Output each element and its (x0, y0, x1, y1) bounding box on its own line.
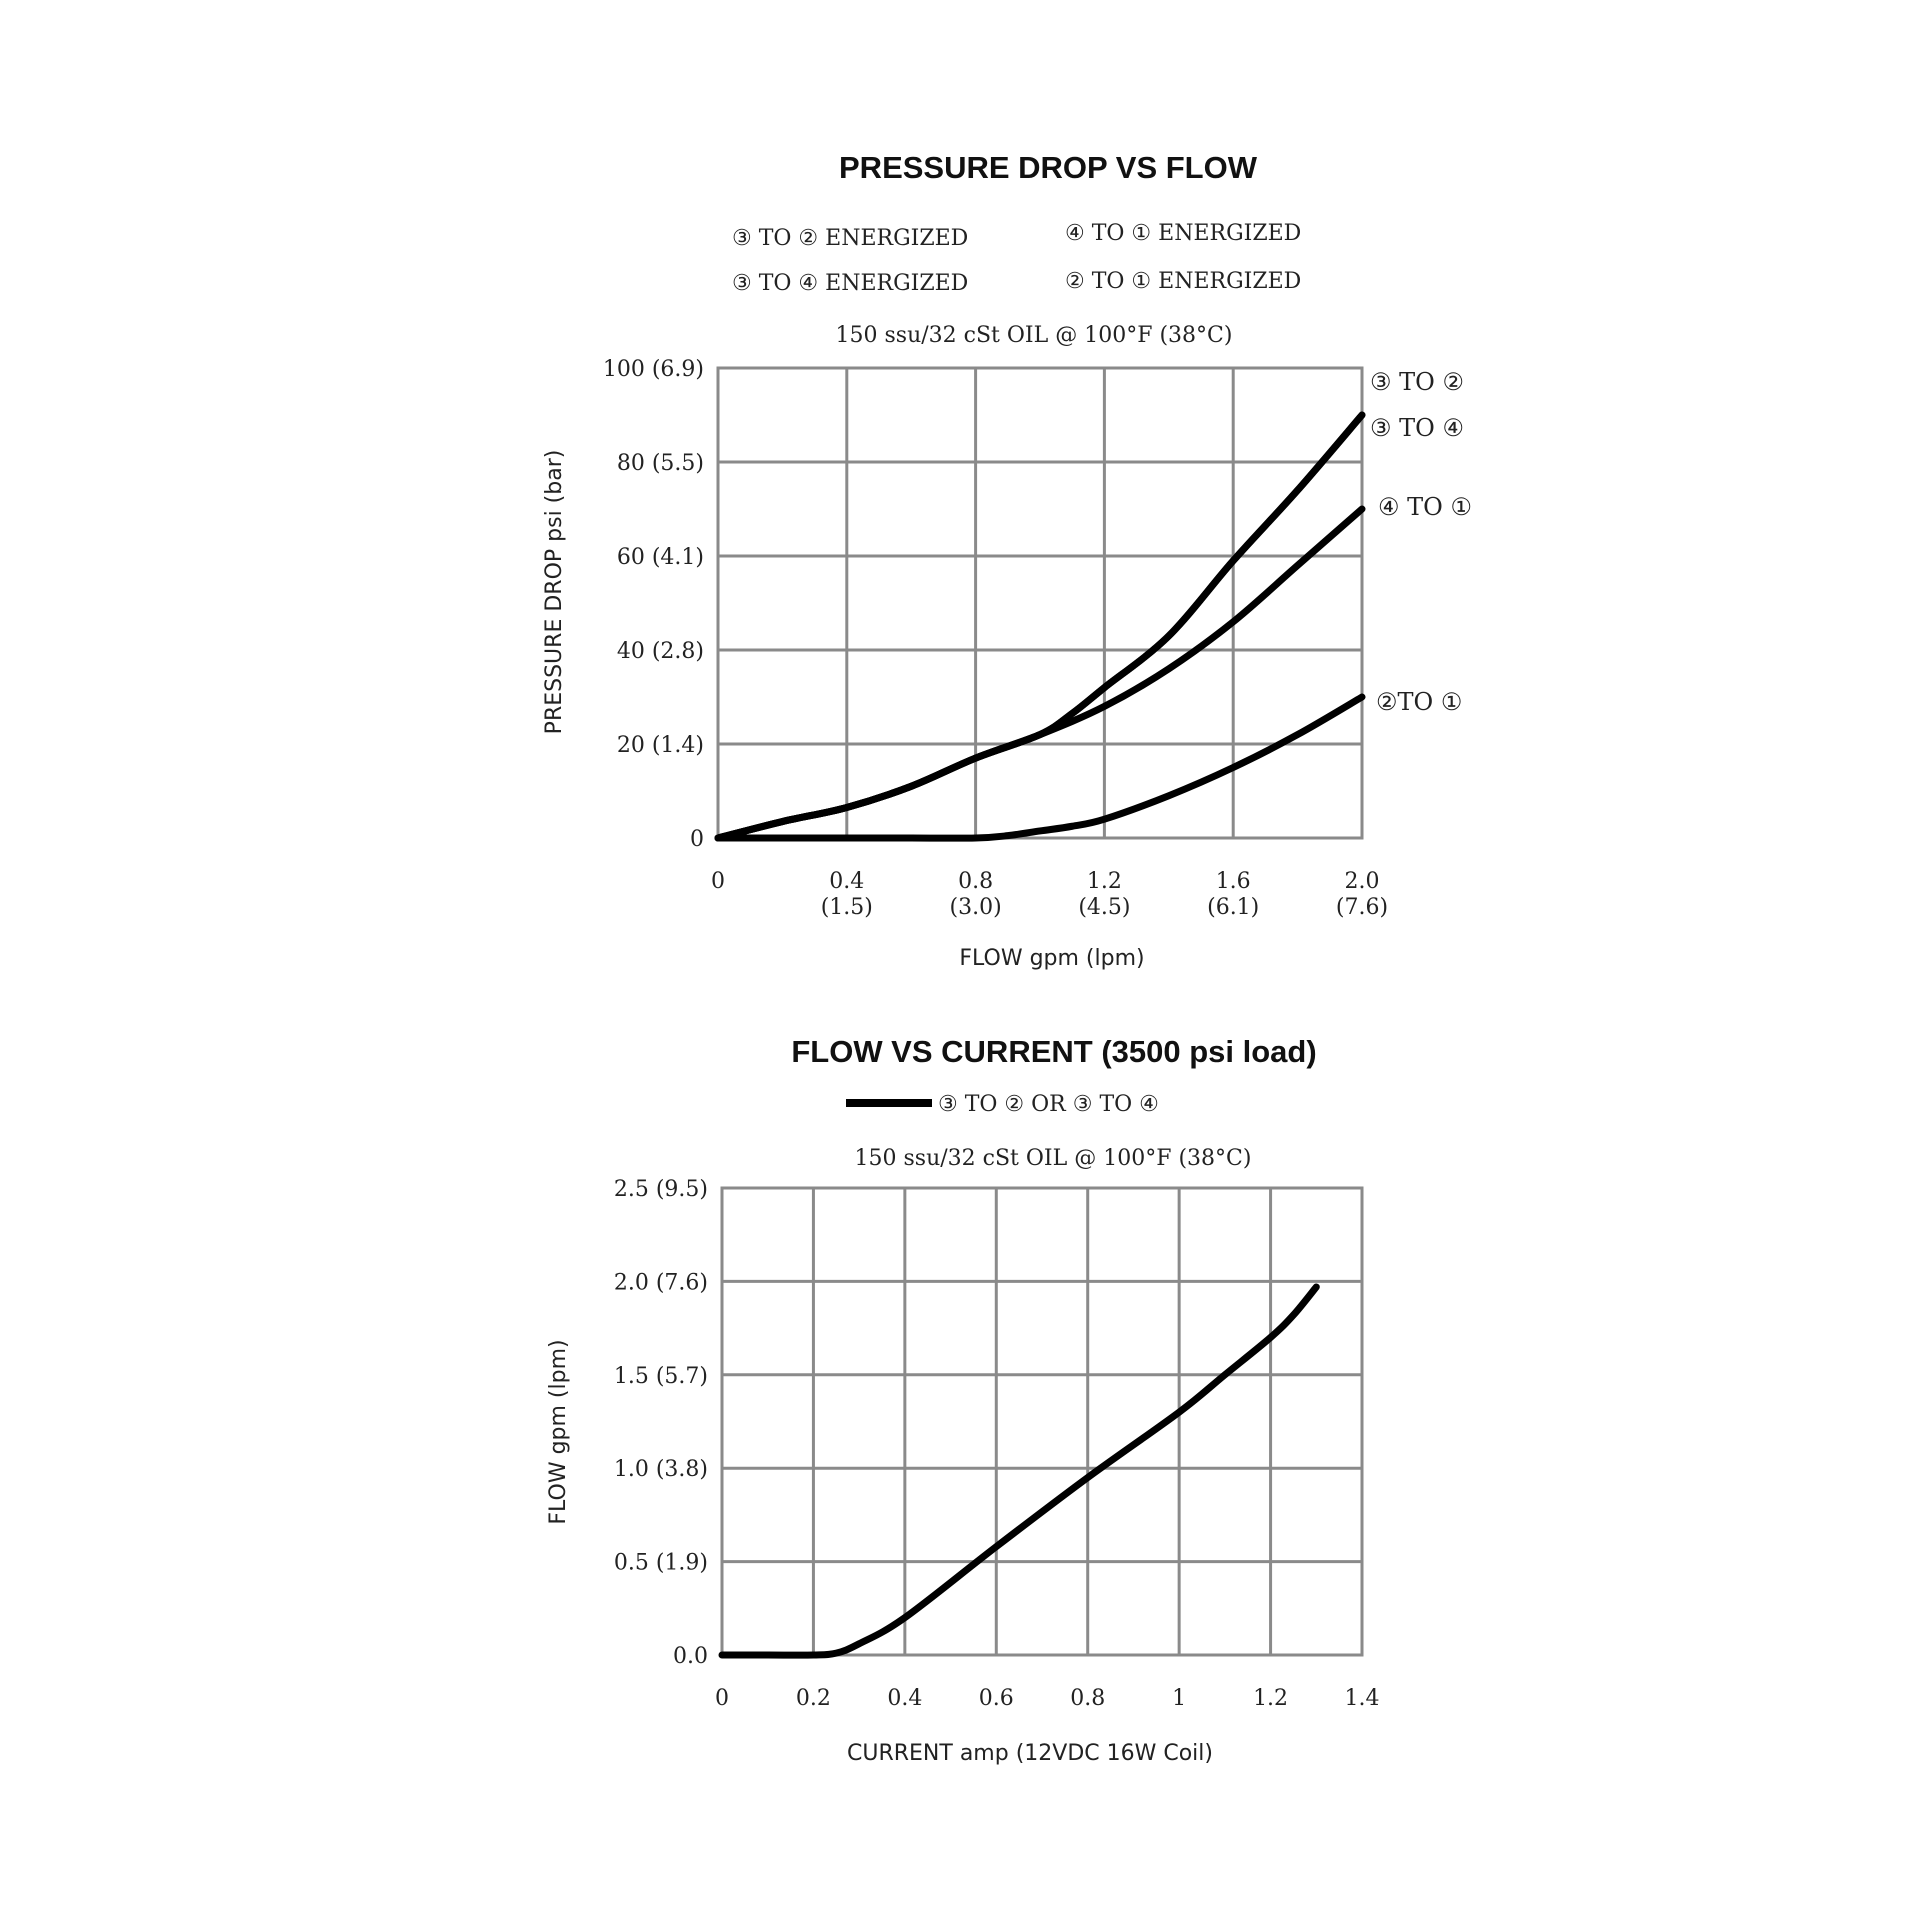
y-tick-label: 0 (690, 827, 704, 852)
y-tick-label: 100 (6.9) (603, 357, 704, 382)
chart2-curves (718, 1283, 1320, 1659)
x-tick-label: 2.0 (1345, 869, 1380, 894)
series-end-label: ④ TO ① (1378, 493, 1472, 521)
chart2-y-tick-labels: 0.0 0.5 (1.9) 1.0 (3.8) 1.5 (5.7) 2.0 (7.6) 2… (614, 1177, 708, 1669)
y-tick-label: 40 (2.8) (617, 639, 704, 664)
series-line (714, 693, 1366, 842)
x-tick-label-metric: (6.1) (1207, 895, 1259, 920)
chart1-y-axis-label: PRESSURE DROP psi (bar) (542, 450, 567, 735)
x-tick-label-metric: (3.0) (950, 895, 1002, 920)
y-tick-label: 2.0 (7.6) (614, 1270, 708, 1295)
chart1-title: PRESSURE DROP VS FLOW (839, 150, 1258, 185)
y-tick-label: 80 (5.5) (617, 451, 704, 476)
x-tick-label: 0.4 (829, 869, 864, 894)
chart2-subtitle: 150 ssu/32 cSt OIL @ 100°F (38°C) (855, 1146, 1252, 1171)
y-tick-label: 1.5 (5.7) (614, 1364, 708, 1389)
chart2-legend-entry: ③ TO ② OR ③ TO ④ (938, 1092, 1159, 1117)
series-end-label: ③ TO ④ (1370, 414, 1464, 442)
x-tick-label: 0.8 (958, 869, 993, 894)
y-tick-label: 0.0 (673, 1644, 708, 1669)
chart1-grid (716, 366, 1364, 840)
chart2-x-axis-label: CURRENT amp (12VDC 16W Coil) (847, 1741, 1213, 1766)
y-tick-label: 2.5 (9.5) (614, 1177, 708, 1202)
series-line (714, 411, 1366, 842)
chart1-legend-entry: ③ TO ② ENERGIZED (732, 226, 968, 251)
x-tick-label: 1.4 (1345, 1686, 1380, 1711)
plot-frame (720, 1186, 1364, 1657)
x-tick-label: 0 (711, 869, 725, 894)
chart2-y-axis-label: FLOW gpm (lpm) (546, 1339, 571, 1524)
chart2-title: FLOW VS CURRENT (3500 psi load) (791, 1034, 1316, 1069)
x-tick-label: 0 (715, 1686, 729, 1711)
y-tick-label: 1.0 (3.8) (614, 1457, 708, 1482)
series-end-label: ③ TO ② (1370, 368, 1464, 396)
x-tick-label: 1.2 (1087, 869, 1122, 894)
x-tick-label: 0.6 (979, 1686, 1014, 1711)
series-end-label: ②TO ① (1376, 688, 1462, 716)
x-tick-label: 1 (1172, 1686, 1186, 1711)
chart2-x-tick-labels: 0 0.2 0.4 0.6 0.8 1 1.2 1.4 (715, 1686, 1380, 1711)
x-tick-label-metric: (4.5) (1078, 895, 1130, 920)
pressure-drop-chart: PRESSURE DROP VS FLOW ③ TO ② ENERGIZED ④… (542, 150, 1472, 971)
chart1-legend-entry: ② TO ① ENERGIZED (1065, 269, 1301, 294)
chart1-subtitle: 150 ssu/32 cSt OIL @ 100°F (38°C) (836, 323, 1233, 348)
series-line (718, 1283, 1320, 1659)
chart1-curves (714, 411, 1366, 842)
flow-vs-current-chart: FLOW VS CURRENT (3500 psi load) ③ TO ② O… (546, 1034, 1380, 1766)
x-tick-label: 1.6 (1216, 869, 1251, 894)
x-tick-label: 0.4 (887, 1686, 922, 1711)
chart1-x-axis-label: FLOW gpm (lpm) (959, 946, 1144, 971)
x-tick-label: 0.2 (796, 1686, 831, 1711)
x-tick-label-metric: (1.5) (821, 895, 873, 920)
chart1-y-tick-labels: 0 20 (1.4) 40 (2.8) 60 (4.1) 80 (5.5) 100 (6.… (603, 357, 704, 852)
series-line (714, 411, 1366, 842)
plot-frame (716, 366, 1364, 840)
series-line (714, 505, 1366, 842)
y-tick-label: 60 (4.1) (617, 545, 704, 570)
y-tick-label: 20 (1.4) (617, 733, 704, 758)
x-tick-label: 1.2 (1253, 1686, 1288, 1711)
chart1-legend-entry: ③ TO ④ ENERGIZED (732, 271, 968, 296)
y-tick-label: 0.5 (1.9) (614, 1551, 708, 1576)
chart2-grid (720, 1186, 1364, 1657)
x-tick-label-metric: (7.6) (1336, 895, 1388, 920)
chart1-x-tick-labels: 0 0.4(1.5) 0.8(3.0) 1.2(4.5) 1.6(6.1) 2.0(7.6… (711, 869, 1388, 920)
x-tick-label: 0.8 (1070, 1686, 1105, 1711)
chart1-legend-entry: ④ TO ① ENERGIZED (1065, 221, 1301, 246)
